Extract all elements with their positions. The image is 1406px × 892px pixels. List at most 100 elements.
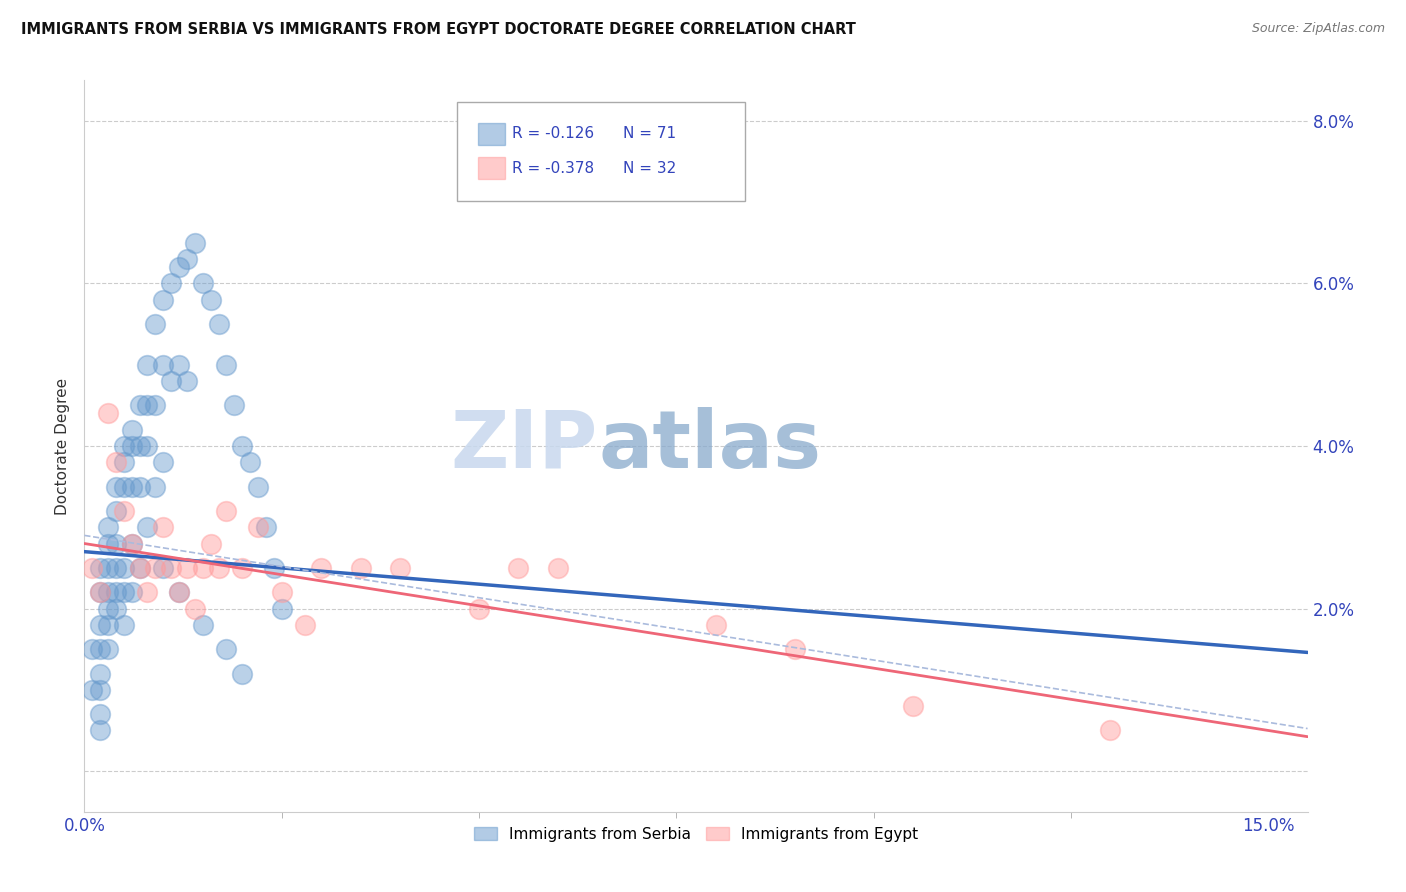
Point <box>160 374 183 388</box>
Point <box>89 585 111 599</box>
Point <box>82 561 104 575</box>
Point <box>97 617 120 632</box>
Point <box>104 504 127 518</box>
Point <box>112 585 135 599</box>
Point <box>191 561 214 575</box>
Point <box>121 480 143 494</box>
Point <box>254 520 277 534</box>
Text: Source: ZipAtlas.com: Source: ZipAtlas.com <box>1251 22 1385 36</box>
Point <box>184 601 207 615</box>
Point <box>508 561 530 575</box>
Point <box>215 642 238 657</box>
Point <box>309 561 332 575</box>
Point <box>112 561 135 575</box>
Point <box>270 585 292 599</box>
Point <box>128 439 150 453</box>
Point <box>82 682 104 697</box>
Point <box>97 601 120 615</box>
Point <box>145 398 167 412</box>
Point <box>121 439 143 453</box>
Point <box>97 536 120 550</box>
Point <box>89 682 111 697</box>
Bar <box>478 157 505 179</box>
Point <box>89 666 111 681</box>
Text: atlas: atlas <box>598 407 821 485</box>
Point <box>783 642 806 657</box>
Point <box>145 480 167 494</box>
Point <box>176 374 198 388</box>
Point <box>121 536 143 550</box>
Point <box>263 561 285 575</box>
Text: R = -0.126: R = -0.126 <box>513 126 595 141</box>
Point <box>128 480 150 494</box>
Point <box>224 398 246 412</box>
Point <box>270 601 292 615</box>
Point <box>128 398 150 412</box>
Point <box>468 601 491 615</box>
Point <box>200 293 222 307</box>
Point <box>167 358 190 372</box>
Point <box>167 585 190 599</box>
Point <box>82 642 104 657</box>
Point <box>184 235 207 250</box>
Point <box>136 398 159 412</box>
Point <box>349 561 371 575</box>
Point <box>167 260 190 275</box>
Point <box>547 561 569 575</box>
Point <box>89 561 111 575</box>
Point <box>207 561 229 575</box>
Point <box>191 617 214 632</box>
Point <box>136 585 159 599</box>
Point <box>89 707 111 722</box>
Point <box>136 520 159 534</box>
Point <box>231 561 253 575</box>
Point <box>97 561 120 575</box>
Point <box>704 617 727 632</box>
Point <box>207 317 229 331</box>
Point <box>145 317 167 331</box>
Point <box>97 642 120 657</box>
Text: N = 32: N = 32 <box>623 161 676 176</box>
Point <box>160 277 183 291</box>
Point <box>191 277 214 291</box>
Point <box>152 358 174 372</box>
Text: N = 71: N = 71 <box>623 126 676 141</box>
Point <box>104 601 127 615</box>
Point <box>145 561 167 575</box>
Point <box>104 536 127 550</box>
Point <box>246 520 269 534</box>
Point <box>231 666 253 681</box>
Point <box>176 561 198 575</box>
Bar <box>478 123 505 145</box>
Point <box>89 723 111 738</box>
Legend: Immigrants from Serbia, Immigrants from Egypt: Immigrants from Serbia, Immigrants from … <box>468 821 924 848</box>
Point <box>104 585 127 599</box>
Point <box>176 252 198 266</box>
Point <box>152 520 174 534</box>
Point <box>160 561 183 575</box>
Point <box>215 504 238 518</box>
Point <box>112 504 135 518</box>
Point <box>901 699 924 714</box>
Point <box>215 358 238 372</box>
Point <box>89 642 111 657</box>
Point <box>167 585 190 599</box>
Text: IMMIGRANTS FROM SERBIA VS IMMIGRANTS FROM EGYPT DOCTORATE DEGREE CORRELATION CHA: IMMIGRANTS FROM SERBIA VS IMMIGRANTS FRO… <box>21 22 856 37</box>
Point <box>104 455 127 469</box>
Point <box>97 520 120 534</box>
Point <box>128 561 150 575</box>
Point <box>1099 723 1122 738</box>
Point <box>104 561 127 575</box>
Point <box>89 617 111 632</box>
Point <box>136 439 159 453</box>
Point <box>389 561 412 575</box>
Point <box>294 617 316 632</box>
Point <box>128 561 150 575</box>
Point <box>97 407 120 421</box>
Point <box>112 455 135 469</box>
Point <box>152 561 174 575</box>
Point <box>112 480 135 494</box>
Point <box>104 480 127 494</box>
Y-axis label: Doctorate Degree: Doctorate Degree <box>55 377 70 515</box>
Text: R = -0.378: R = -0.378 <box>513 161 595 176</box>
